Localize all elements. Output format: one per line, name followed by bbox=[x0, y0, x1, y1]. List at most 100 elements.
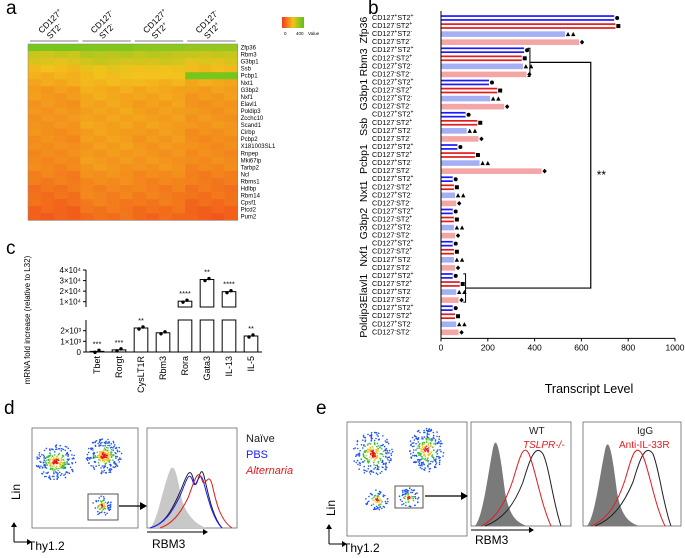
heatmap-cell bbox=[185, 107, 199, 115]
scatter-dot bbox=[421, 468, 423, 470]
scatter-dot bbox=[372, 503, 375, 505]
heatmap-cell bbox=[185, 100, 199, 108]
b-row-label-part: + bbox=[409, 150, 412, 156]
e-arrow-heads bbox=[326, 524, 347, 547]
heatmap-cell bbox=[67, 86, 81, 94]
scatter-dot bbox=[417, 430, 420, 432]
heatmap-cell bbox=[198, 58, 212, 66]
heatmap-cell bbox=[172, 44, 186, 52]
heatmap-cell bbox=[80, 79, 94, 87]
heatmap-cell bbox=[198, 72, 212, 80]
e-hist2-gray-fill bbox=[587, 444, 639, 526]
scatter-dot bbox=[48, 448, 51, 451]
heatmap-cell bbox=[41, 86, 55, 94]
scatter-dot bbox=[120, 452, 123, 455]
scatter-dot bbox=[417, 501, 419, 503]
heatmap-cell bbox=[93, 156, 107, 165]
scatter-dot bbox=[105, 456, 108, 459]
scatter-dot bbox=[424, 431, 426, 434]
heatmap-cell bbox=[41, 185, 55, 193]
heatmap-cell bbox=[172, 58, 186, 66]
heatmap-cell bbox=[67, 156, 81, 165]
heatmap-cell bbox=[159, 142, 173, 151]
scatter-dot bbox=[52, 448, 54, 451]
heatmap-cell bbox=[185, 93, 199, 101]
scatter-dot bbox=[373, 468, 375, 470]
b-marker bbox=[460, 281, 465, 286]
heatmap-cell bbox=[67, 58, 81, 66]
scatter-dot bbox=[363, 444, 365, 446]
c-dot bbox=[225, 290, 229, 295]
heatmap-cell bbox=[172, 51, 186, 59]
heatmap-cell bbox=[159, 79, 173, 87]
scatter-dot bbox=[427, 447, 430, 449]
panel-b-letter: b bbox=[368, 0, 379, 19]
b-marker bbox=[523, 64, 529, 69]
scatter-dot bbox=[436, 450, 438, 452]
scatter-dot bbox=[109, 503, 112, 506]
heatmap-cell bbox=[54, 86, 68, 94]
heatmap-cell bbox=[67, 170, 81, 179]
b-marker bbox=[457, 322, 462, 327]
scatter-dot bbox=[86, 459, 89, 461]
heatmap-cell bbox=[28, 72, 42, 80]
b-row-label-part: + bbox=[394, 255, 397, 261]
scatter-dot bbox=[417, 441, 420, 443]
scatter-dot bbox=[427, 457, 429, 459]
heatmap-cell bbox=[159, 163, 173, 172]
b-marker bbox=[565, 31, 571, 37]
heatmap-cell bbox=[119, 185, 134, 193]
heatmap-cell bbox=[67, 121, 81, 129]
heatmap-cell bbox=[198, 192, 212, 200]
scatter-dot bbox=[373, 431, 376, 434]
scatter-dot bbox=[387, 459, 389, 461]
scatter-dot bbox=[409, 487, 411, 489]
scatter-dot bbox=[51, 455, 54, 457]
heatmap-cell bbox=[119, 163, 134, 172]
scatter-dot bbox=[404, 495, 406, 498]
heatmap-cell bbox=[54, 163, 68, 172]
b-row-label-part: CD127 bbox=[372, 29, 394, 38]
heatmap-cell bbox=[224, 72, 238, 80]
scatter-dot bbox=[421, 436, 423, 438]
scatter-dot bbox=[360, 458, 363, 461]
b-row-label: CD127-ST2+ bbox=[372, 247, 412, 256]
scatter-dot bbox=[55, 467, 57, 469]
b-marker bbox=[480, 160, 485, 166]
b-bar bbox=[441, 200, 457, 207]
b-xtick-label-1000: 1000 bbox=[666, 342, 685, 352]
b-row-label-part: CD127 bbox=[372, 319, 394, 328]
b-row-label-part: ST2 bbox=[396, 247, 409, 256]
scatter-dot bbox=[407, 501, 410, 503]
scatter-dot bbox=[87, 451, 90, 454]
heatmap-cell bbox=[145, 213, 160, 221]
a-col-line2-3-part: + bbox=[214, 21, 221, 28]
heatmap-cell bbox=[132, 107, 147, 115]
heatmap-cell bbox=[211, 192, 225, 200]
scatter-dot bbox=[100, 452, 102, 455]
heatmap-cell bbox=[211, 156, 225, 165]
e-hist2-legend-anti: Anti-IL-33R bbox=[619, 440, 670, 451]
scatter-dot bbox=[95, 440, 98, 442]
b-bar bbox=[441, 160, 480, 166]
scatter-dot bbox=[99, 511, 101, 514]
heatmap-cell bbox=[67, 100, 81, 108]
heatmap-cell bbox=[106, 206, 121, 214]
heatmap-cell bbox=[159, 199, 173, 207]
scatter-dot bbox=[368, 500, 370, 503]
b-marker bbox=[455, 193, 461, 198]
heatmap-cell bbox=[28, 185, 42, 193]
heatmap-cell bbox=[159, 213, 173, 221]
heatmap-cell bbox=[41, 206, 55, 214]
heatmap-cell bbox=[54, 213, 68, 221]
heatmap-cell bbox=[41, 114, 55, 122]
scatter-dot bbox=[105, 462, 108, 464]
scatter-dot bbox=[364, 440, 366, 443]
scatter-dot bbox=[376, 499, 379, 502]
scatter-dot bbox=[423, 441, 426, 444]
heatmap-cell bbox=[67, 149, 81, 158]
scatter-dot bbox=[105, 446, 108, 449]
scatter-dot bbox=[431, 456, 434, 458]
scatter-dot bbox=[94, 461, 96, 463]
scatter-dot bbox=[365, 498, 367, 500]
